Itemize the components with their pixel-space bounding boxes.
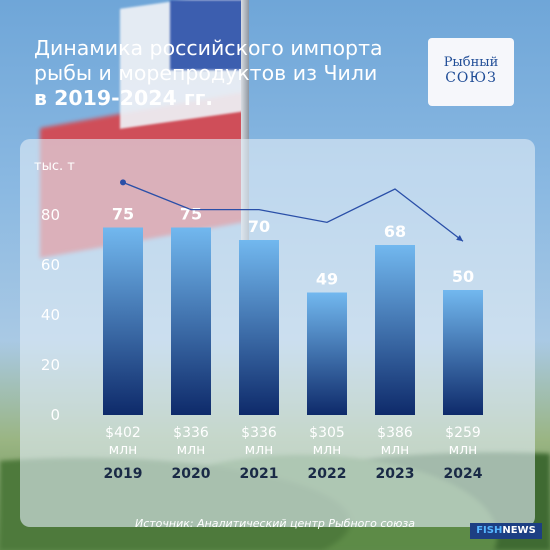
y-tick-label: 20 xyxy=(41,356,60,374)
logo-line-2: СОЮЗ xyxy=(445,70,497,86)
x-tick-label: 2023 xyxy=(376,466,415,482)
rybny-soyuz-logo: Рыбный СОЮЗ xyxy=(428,38,514,106)
bar-value-label: 70 xyxy=(248,217,270,236)
y-tick-label: 60 xyxy=(41,256,60,274)
x-tick-label: 2024 xyxy=(444,466,483,482)
bar xyxy=(171,227,211,415)
x-tick-label: 2022 xyxy=(308,466,347,482)
title-line-1: Динамика российского импорта xyxy=(34,36,383,60)
x-tick-label: 2020 xyxy=(172,466,211,482)
y-axis-label: тыс. т xyxy=(34,159,75,174)
cost-label: $336 xyxy=(173,425,209,441)
title-line-3: в 2019-2024 гг. xyxy=(34,86,214,110)
x-tick-label: 2021 xyxy=(240,466,279,482)
flag-blue-canton xyxy=(170,0,245,70)
x-tick-label: 2019 xyxy=(104,466,143,482)
cost-label: $402 xyxy=(105,425,141,441)
bar xyxy=(375,245,415,415)
bar-value-label: 50 xyxy=(452,267,474,286)
logo-line-1: Рыбный xyxy=(443,55,499,70)
trend-arrow-head xyxy=(456,235,463,242)
trend-start-point xyxy=(120,179,126,186)
badge-part-1: FISH xyxy=(476,525,503,536)
cost-label: $336 xyxy=(241,425,277,441)
cost-unit-label: млн xyxy=(245,442,274,458)
y-tick-label: 40 xyxy=(41,306,60,324)
bar-value-label: 68 xyxy=(384,222,406,241)
bar xyxy=(443,290,483,415)
source-note: Источник: Аналитический центр Рыбного со… xyxy=(134,517,416,530)
cost-label: $386 xyxy=(377,425,413,441)
bar-value-label: 75 xyxy=(180,205,202,224)
cost-unit-label: млн xyxy=(177,442,206,458)
bar-value-label: 49 xyxy=(316,270,338,289)
badge-part-2: NEWS xyxy=(502,525,536,536)
cost-trend-line xyxy=(122,181,464,242)
cost-unit-label: млн xyxy=(313,442,342,458)
cost-unit-label: млн xyxy=(109,442,138,458)
cost-label: $259 xyxy=(445,425,481,441)
fishnews-badge[interactable]: FISHNEWS xyxy=(470,523,542,539)
cost-label: $305 xyxy=(309,425,345,441)
bar-value-label: 75 xyxy=(112,205,134,224)
cost-unit-label: млн xyxy=(449,442,478,458)
chart-title: Динамика российского импорта рыбы и море… xyxy=(34,36,414,111)
y-tick-label: 0 xyxy=(50,406,60,424)
bar xyxy=(239,240,279,415)
y-tick-label: 80 xyxy=(41,206,60,224)
bar xyxy=(103,227,143,415)
bar xyxy=(307,292,347,415)
cost-unit-label: млн xyxy=(381,442,410,458)
title-line-2: рыбы и морепродуктов из Чили xyxy=(34,61,378,85)
